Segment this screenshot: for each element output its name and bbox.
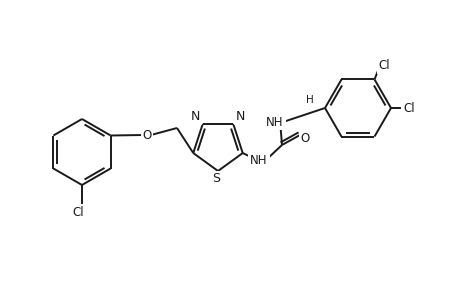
Text: Cl: Cl [402,101,414,115]
Text: Cl: Cl [72,206,84,218]
Text: NH: NH [250,154,267,166]
Text: S: S [212,172,219,185]
Text: NH: NH [266,116,283,128]
Text: H: H [305,95,313,105]
Text: Cl: Cl [378,59,390,72]
Text: O: O [142,128,151,142]
Text: N: N [190,110,200,124]
Text: O: O [300,131,309,145]
Text: N: N [235,110,245,124]
